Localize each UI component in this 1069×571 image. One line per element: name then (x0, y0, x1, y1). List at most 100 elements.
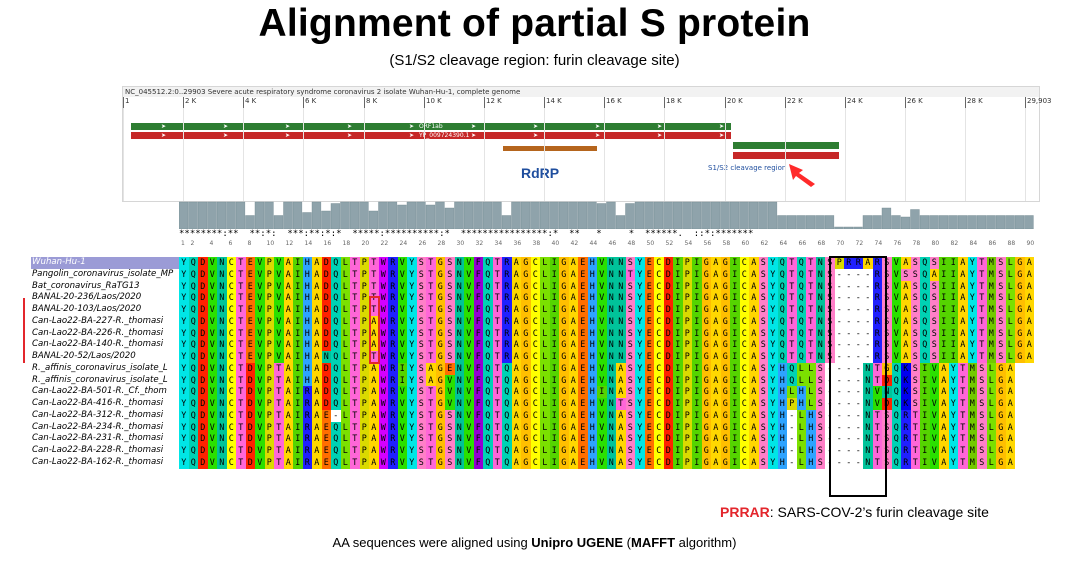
residue-cell: G (521, 315, 531, 328)
residue-cell: A (312, 292, 322, 304)
residue-cell: R (901, 445, 911, 457)
residue-cell: Q (920, 351, 930, 363)
residue-cell: I (673, 304, 683, 316)
sequence-name[interactable]: Can-Lao22-BA-234-R._thomasi (32, 421, 164, 432)
sequence-name[interactable]: BANAL-20-52/Laos/2020 (32, 351, 136, 361)
residue-cell: - (844, 433, 854, 445)
residue-cell: S (625, 456, 635, 469)
residue-cell: W (378, 386, 388, 398)
residue-cell: - (853, 339, 863, 351)
residue-cell: C (739, 456, 749, 469)
conservation-bar (235, 201, 246, 229)
sequence-name[interactable]: Can-Lao22-BA-162-R._thomasi (32, 456, 164, 467)
residue-cell: I (920, 386, 930, 398)
residue-cell: V (597, 315, 607, 328)
residue-cell: Q (920, 257, 930, 269)
residue-cell: A (749, 339, 759, 351)
residue-cell: T (806, 280, 816, 293)
sequence-name[interactable]: Bat_coronavirus_RaTG13 (32, 280, 140, 291)
direction-arrow-icon: ➤ (285, 132, 291, 139)
residue-cell: L (986, 456, 996, 469)
residue-cell: Q (891, 409, 901, 422)
residue-cell: A (283, 292, 293, 304)
residue-cell: G (1015, 268, 1025, 281)
residue-cell: T (426, 409, 436, 422)
sequence-name[interactable]: Can-Lao22-BA-226-R._thomasi (32, 327, 164, 338)
sequence-name[interactable]: R._affinis_coronavirus_isolate_L (32, 362, 168, 373)
conservation-bar (406, 201, 417, 229)
s-gene-red-track[interactable] (733, 152, 839, 159)
sequence-name[interactable]: Can-Lao22-BA-140-R._thomasi (32, 339, 164, 350)
protein-track[interactable]: YP_009724390.1 ➤ ➤ ➤ ➤ ➤ ➤ ➤ ➤ ➤ ➤ (131, 132, 731, 139)
residue-cell: L (806, 374, 816, 387)
residue-cell: Q (920, 268, 930, 281)
residue-cell: A (511, 339, 521, 351)
residue-cell: C (226, 280, 236, 293)
residue-cell: I (692, 292, 702, 304)
residue-cell: I (948, 257, 958, 269)
residue-cell: T (625, 268, 635, 281)
residue-cell: T (350, 398, 360, 410)
residue-cell: V (464, 433, 474, 445)
sequence-name[interactable]: Can-Lao22-BA-228-R._thomasi (32, 445, 164, 455)
residue-cell: I (692, 304, 702, 316)
residue-cell: S (758, 339, 768, 351)
residue-cell: M (986, 315, 996, 328)
position-label: 70 (836, 240, 845, 247)
residue-cell: P (264, 292, 274, 304)
sequence-name[interactable]: BANAL-20-236/Laos/2020 (32, 292, 142, 303)
residue-cell: A (958, 268, 968, 281)
sequence-name[interactable]: R._affinis_coronavirus_isolate_L (32, 374, 168, 385)
residue-cell: Y (635, 292, 645, 304)
residue-cell: I (549, 409, 559, 422)
residue-cell: V (464, 257, 474, 269)
sequence-name[interactable]: Wuhan-Hu-1 (31, 257, 180, 269)
rdrp-bar[interactable] (503, 146, 597, 151)
residue-cell: V (207, 362, 217, 375)
s-gene-green-track[interactable] (733, 142, 839, 149)
residue-cell: P (359, 268, 369, 281)
residue-cell: I (692, 362, 702, 375)
residue-cell: L (540, 421, 550, 434)
sequence-name[interactable]: Can-Lao22-BA-227-R._thomasi (32, 315, 164, 326)
residue-cell: A (616, 456, 626, 469)
sequence-name[interactable]: BANAL-20-103/Laos/2020 (32, 304, 142, 314)
sequence-name[interactable]: Can-Lao22-BA-231-R._thomasi (32, 433, 164, 444)
residue-cell: A (901, 351, 911, 363)
residue-cell: M (967, 433, 977, 445)
residue-cell: Q (777, 339, 787, 351)
sequence-name[interactable]: Can-Lao22-BA-416-R._thomasi (32, 398, 164, 408)
residue-cell: A (312, 257, 322, 269)
residue-cell: P (264, 339, 274, 351)
residue-cell: L (1005, 304, 1015, 316)
residue-cell: Q (891, 374, 901, 387)
sequence-name[interactable]: Can-Lao22-BA-501-R._Cf._thom (32, 386, 167, 397)
residue-cell: H (587, 456, 597, 469)
ruler-tick: 12 K (484, 97, 502, 108)
orf1ab-track[interactable]: ORF1ab ➤ ➤ ➤ ➤ ➤ ➤ ➤ ➤ ➤ ➤ (131, 123, 731, 130)
residue-cell: T (236, 351, 246, 363)
residue-cell: I (673, 327, 683, 340)
residue-cell: T (426, 398, 436, 410)
residue-cell: C (226, 398, 236, 410)
residue-cell: A (749, 327, 759, 340)
sequence-name[interactable]: Can-Lao22-BA-312-R._thomasi (32, 409, 164, 420)
residue-cell: C (739, 445, 749, 457)
residue-cell: A (568, 315, 578, 328)
residue-cell: D (663, 398, 673, 410)
residue-cell: C (739, 280, 749, 293)
residue-cell: A (283, 315, 293, 328)
residue-cell: A (749, 374, 759, 387)
residue-cell: L (540, 398, 550, 410)
residue-cell: Y (179, 456, 189, 469)
sequence-name[interactable]: Pangolin_coronavirus_isolate_MP (32, 268, 174, 279)
residue-cell: V (255, 268, 265, 281)
residue-cell: V (207, 339, 217, 351)
residue-cell: - (834, 351, 844, 363)
residue-cell: N (217, 362, 227, 375)
residue-cell: Y (635, 456, 645, 469)
residue-cell: D (321, 315, 331, 328)
